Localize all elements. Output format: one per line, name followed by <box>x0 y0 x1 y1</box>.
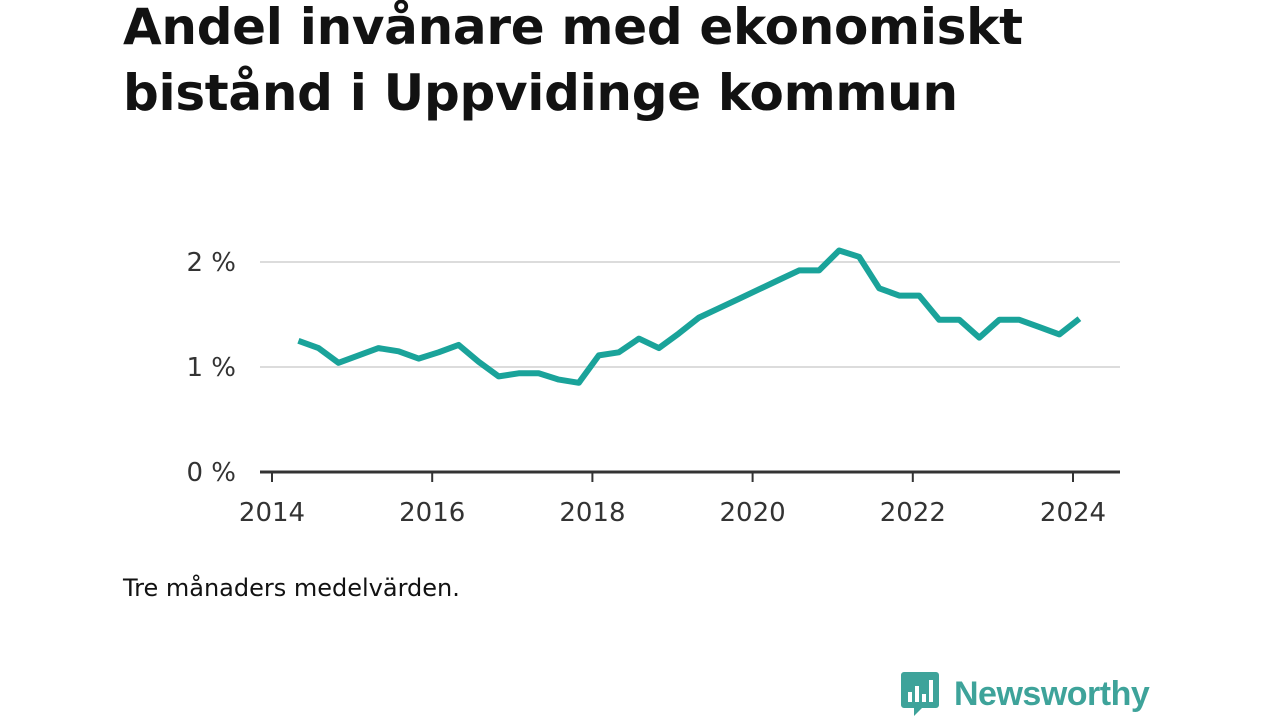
x-tick-label: 2024 <box>1040 498 1106 528</box>
y-axis-tick-labels: 0 % 1 % 2 % <box>186 248 236 488</box>
brand-name: Newsworthy <box>954 674 1150 713</box>
x-tick-label: 2022 <box>880 498 946 528</box>
x-tick-label: 2018 <box>559 498 625 528</box>
bar-chart-speech-bubble-icon <box>901 672 939 716</box>
gridlines <box>260 261 1120 368</box>
x-tick-label: 2014 <box>239 498 305 528</box>
chart-title: Andel invånare med ekonomiskt bistånd i … <box>123 0 1023 122</box>
y-tick-label: 2 % <box>186 248 236 278</box>
line-chart: 0 % 1 % 2 % 2014 2016 2018 2020 2022 2024 <box>186 247 1120 528</box>
y-tick-label: 1 % <box>186 353 236 383</box>
newsworthy-logo: Newsworthy <box>900 670 1150 718</box>
y-tick-label: 0 % <box>186 458 236 488</box>
series-lines <box>297 247 1082 386</box>
x-tick-label: 2020 <box>720 498 786 528</box>
series-line-0 <box>297 247 1082 386</box>
x-tick-label: 2016 <box>399 498 465 528</box>
x-axis-ticks: 2014 2016 2018 2020 2022 2024 <box>239 472 1106 528</box>
chart-note: Tre månaders medelvärden. <box>123 574 460 602</box>
